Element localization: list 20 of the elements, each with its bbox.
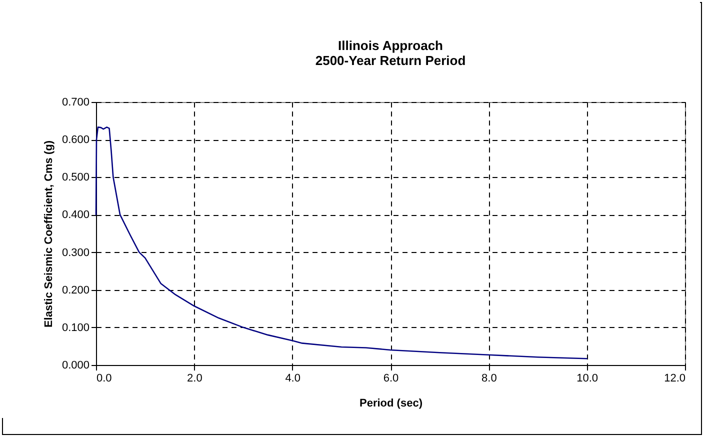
y-tick-label: 0.700 [62,96,90,108]
x-tick-label: 8.0 [482,372,497,384]
y-axis-title: Elastic Seismic Coefficient, Cms (g) [42,140,55,328]
x-tick-label: 6.0 [383,372,399,384]
y-tick-label: 0.200 [62,284,90,296]
x-axis-title: Period (sec) [360,398,423,410]
y-tick-label: 0.500 [62,172,90,184]
x-tick-label: 2.0 [187,372,202,384]
line-series [95,126,588,360]
y-tick-label: 0.400 [62,209,90,222]
text: Illinois Approach [338,38,443,53]
y-tick-label: 0.300 [62,246,90,259]
y-tick-label: 0.000 [62,360,90,372]
x-tick-label: 4.0 [285,372,300,384]
y-tick-label: 0.600 [62,134,90,146]
text: 2500-Year Return Period [315,53,466,68]
x-tick-label: 12.0 [664,372,686,384]
y-tick-label: 0.100 [62,322,90,334]
x-tick-label: 0.0 [96,372,112,384]
x-tick-label: 10.0 [576,372,598,384]
